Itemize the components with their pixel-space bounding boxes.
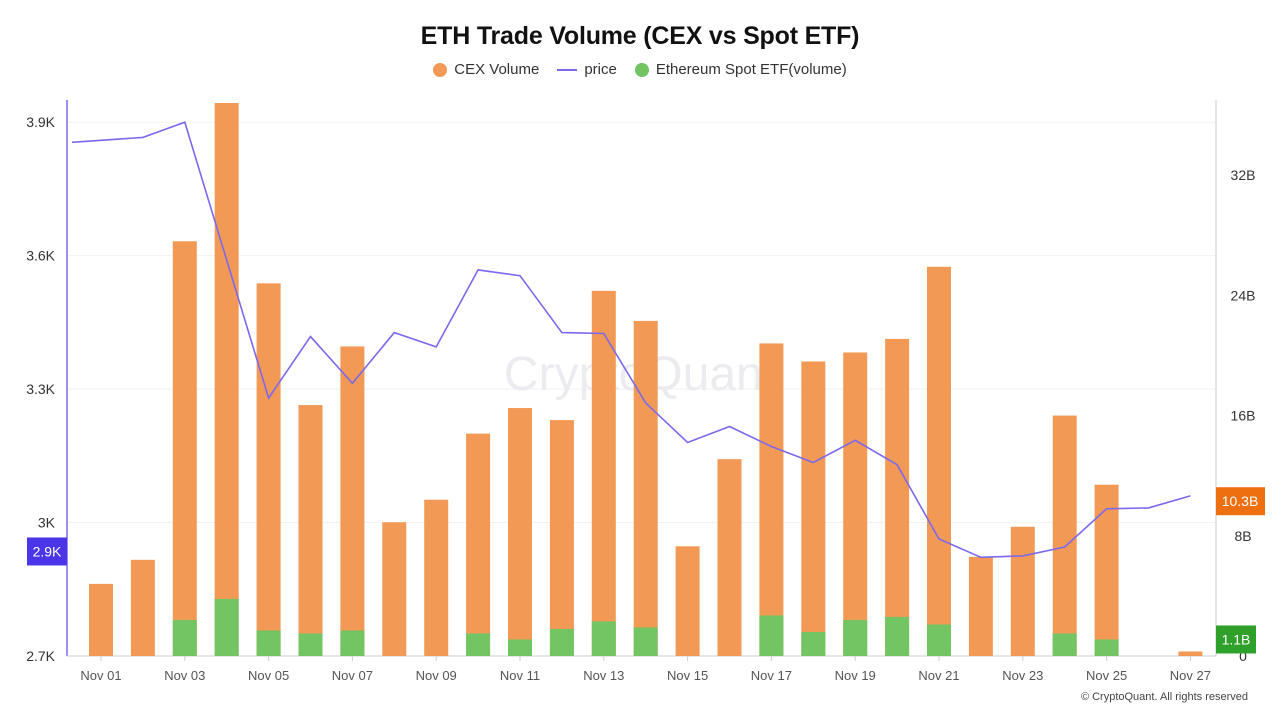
cex-volume-bar (214, 103, 239, 657)
cex-volume-bar (508, 408, 532, 656)
x-tick-label: Nov 17 (751, 668, 792, 683)
cex-volume-bar (1010, 526, 1035, 656)
cex-volume-bar (591, 290, 616, 656)
etf-volume-bar (298, 633, 323, 656)
cex-volume-bar (1094, 484, 1119, 656)
etf-volume-bar (927, 624, 951, 656)
cex-volume-bar (675, 546, 700, 656)
etf-volume-bar (549, 628, 574, 656)
copyright-footer: © CryptoQuant. All rights reserved (1080, 691, 1248, 703)
x-tick-label: Nov 15 (667, 668, 708, 683)
cex-volume-bar (885, 338, 910, 656)
x-tick-label: Nov 25 (1086, 668, 1127, 683)
legend-cex-circle-icon (433, 62, 448, 77)
legend-label-price: price (584, 61, 617, 78)
y-left-tick-label: 3.9K (26, 114, 55, 130)
etf-volume-bar (633, 627, 658, 656)
cex-volume-bar (927, 266, 951, 656)
x-tick-label: Nov 11 (500, 668, 540, 683)
x-tick-label: Nov 23 (1002, 668, 1043, 683)
cex-volume-bar (759, 343, 784, 656)
etf-volume-bar (801, 631, 826, 656)
cex-volume-bar (298, 405, 323, 656)
etf-current-badge-label: 1.1B (1222, 631, 1251, 647)
cex-volume-bar (549, 420, 574, 656)
y-right-tick-label: 24B (1231, 287, 1256, 303)
cex-volume-bar (424, 499, 449, 656)
cex-current-badge-label: 10.3B (1222, 493, 1259, 509)
cex-volume-bar (968, 556, 993, 656)
price-current-badge-label: 2.9K (33, 543, 62, 559)
x-tick-label: Nov 05 (248, 668, 289, 683)
etf-volume-bar (256, 630, 281, 656)
y-right-tick-label: 0 (1239, 648, 1247, 664)
cex-volume-bar (130, 559, 155, 656)
etf-volume-bar (340, 630, 365, 656)
y-left-tick-label: 3K (38, 515, 56, 531)
x-tick-label: Nov 03 (164, 668, 205, 683)
legend-label-etf-volume: Ethereum Spot ETF(volume) (655, 61, 847, 78)
y-left-tick-label: 3.6K (26, 248, 55, 264)
etf-volume-bar (1094, 639, 1119, 656)
price-current-badge (27, 537, 67, 566)
cex-current-badge (1216, 487, 1265, 516)
x-tick-label: Nov 01 (80, 668, 121, 683)
x-tick-label: Nov 27 (1170, 668, 1211, 683)
y-right-tick-label: 8B (1234, 528, 1251, 544)
x-tick-label: Nov 21 (918, 668, 959, 683)
cex-volume-bar (382, 522, 407, 656)
legend-item-price[interactable]: price (557, 61, 617, 78)
cex-volume-bar (843, 352, 868, 656)
etf-volume-bar (1052, 633, 1077, 656)
legend-etf-circle-icon (634, 62, 649, 77)
cex-volume-bar (1052, 415, 1077, 656)
x-tick-label: Nov 13 (583, 668, 624, 683)
etf-volume-bar (759, 615, 784, 656)
cex-volume-bar (89, 583, 113, 656)
x-tick-label: Nov 07 (332, 668, 373, 683)
etf-volume-bar (214, 598, 239, 656)
x-tick-label: Nov 09 (416, 668, 457, 683)
cex-volume-bar (256, 283, 281, 656)
cex-volume-bar (172, 241, 197, 656)
etf-volume-bar (885, 616, 910, 656)
y-left-tick-label: 3.3K (26, 381, 55, 397)
legend-item-etf-volume[interactable]: Ethereum Spot ETF(volume) (634, 61, 847, 78)
cex-volume-bar (633, 320, 658, 656)
cex-volume-bar (1178, 651, 1203, 656)
cex-volume-bar (340, 346, 365, 656)
legend-label-cex-volume: CEX Volume (454, 61, 540, 78)
y-left-tick-label: 2.7K (26, 648, 55, 664)
etf-volume-bar (508, 639, 532, 656)
price-line (71, 121, 1191, 559)
chart-legend: CEX Volume price Ethereum Spot ETF(volum… (0, 61, 1280, 78)
legend-price-line-icon (557, 68, 578, 71)
etf-volume-bar (843, 619, 868, 656)
y-right-tick-label: 32B (1231, 167, 1256, 183)
x-tick-label: Nov 19 (835, 668, 876, 683)
y-right-tick-label: 16B (1231, 408, 1256, 424)
etf-volume-bar (466, 633, 491, 656)
legend-item-cex-volume[interactable]: CEX Volume (433, 61, 539, 78)
cex-volume-bar (717, 459, 742, 656)
etf-volume-bar (591, 621, 616, 656)
etf-current-badge (1216, 625, 1256, 654)
cex-volume-bar (466, 433, 491, 656)
chart-title: ETH Trade Volume (CEX vs Spot ETF) (420, 22, 860, 50)
etf-volume-bar (172, 619, 197, 656)
cex-volume-bar (801, 361, 826, 656)
